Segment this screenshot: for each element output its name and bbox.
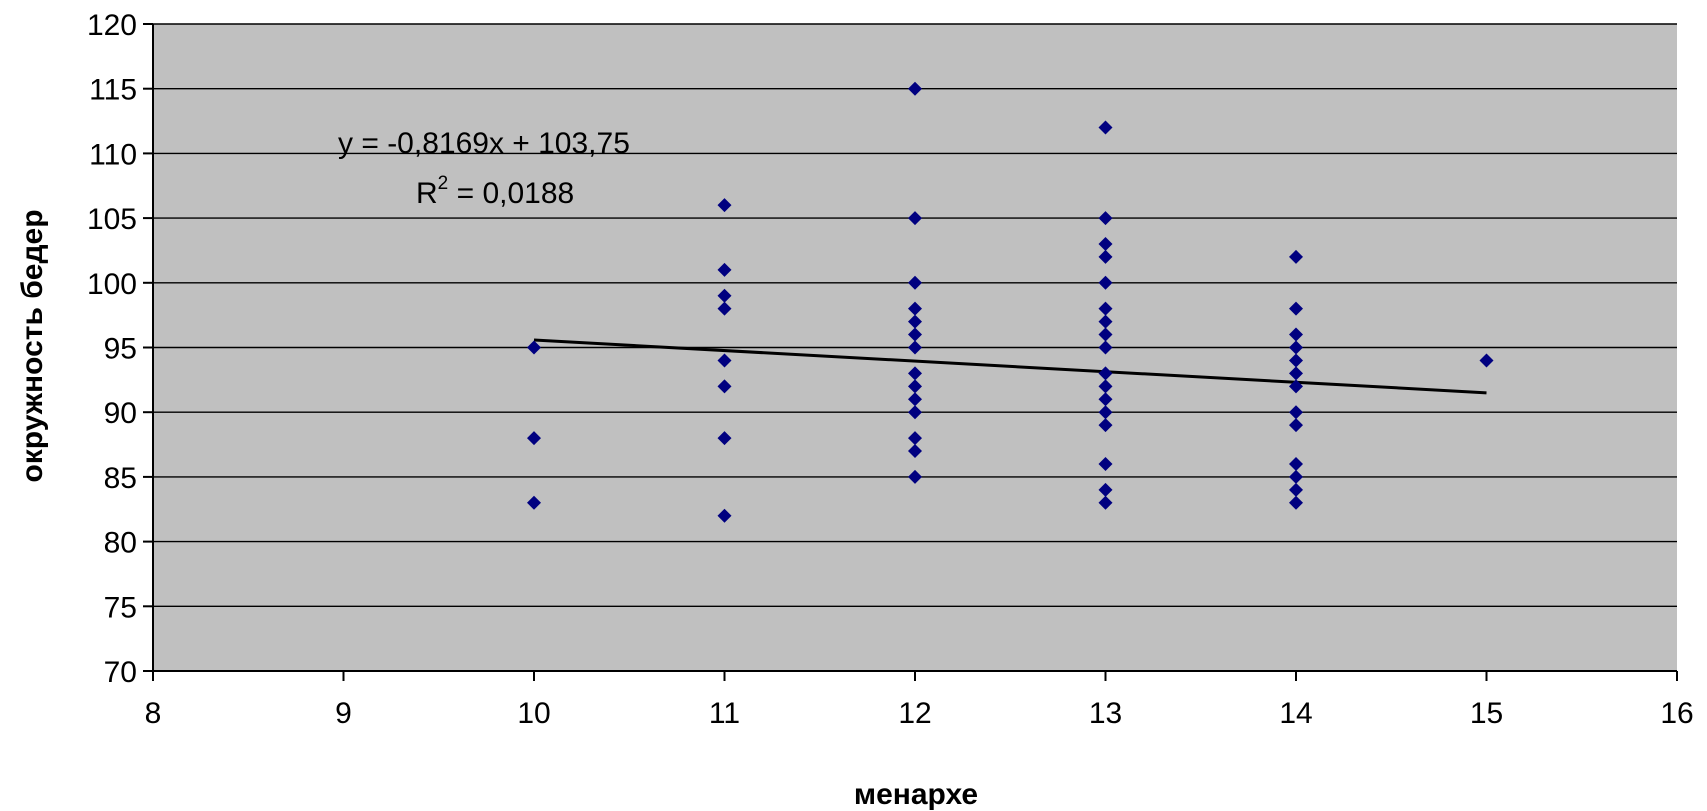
data-point bbox=[1479, 353, 1494, 368]
x-tick-label: 8 bbox=[145, 697, 162, 730]
y-tick-label: 105 bbox=[87, 203, 137, 236]
data-point bbox=[908, 366, 922, 381]
data-point bbox=[908, 327, 922, 342]
y-tick-label: 115 bbox=[89, 74, 137, 107]
data-point bbox=[908, 405, 922, 420]
data-point bbox=[908, 275, 922, 290]
data-point bbox=[1289, 456, 1303, 471]
data-point bbox=[1289, 327, 1303, 342]
data-point bbox=[908, 314, 922, 329]
data-point bbox=[1098, 379, 1113, 394]
x-tick-label: 14 bbox=[1279, 697, 1312, 730]
y-tick-label: 120 bbox=[87, 9, 137, 42]
data-point bbox=[1098, 405, 1113, 420]
data-point bbox=[1098, 418, 1113, 433]
data-point bbox=[908, 340, 922, 355]
trendline bbox=[533, 338, 1487, 395]
data-point bbox=[908, 301, 922, 316]
data-point bbox=[1289, 249, 1303, 264]
data-point bbox=[1098, 236, 1113, 251]
r-squared-exponent: 2 bbox=[438, 173, 449, 194]
x-tick-label: 9 bbox=[335, 697, 352, 730]
data-point bbox=[717, 198, 732, 213]
data-point bbox=[908, 379, 922, 394]
x-tick-label: 15 bbox=[1470, 697, 1503, 730]
y-axis-title: окружность бедер bbox=[16, 209, 49, 482]
y-tick-label: 70 bbox=[104, 656, 137, 689]
data-point bbox=[527, 431, 541, 446]
data-point bbox=[717, 379, 732, 394]
data-point bbox=[1098, 482, 1113, 497]
x-axis-tick-labels: 8 9 10 11 12 13 14 15 16 bbox=[145, 697, 1694, 730]
data-point bbox=[1098, 301, 1113, 316]
x-axis-title: менархе bbox=[854, 778, 978, 811]
y-tick-label: 90 bbox=[104, 397, 137, 430]
x-tick-label: 16 bbox=[1660, 697, 1693, 730]
data-point bbox=[1289, 418, 1303, 433]
data-point bbox=[717, 508, 732, 523]
data-point bbox=[908, 469, 922, 484]
r-squared-prefix: R bbox=[416, 177, 438, 210]
data-point bbox=[1289, 495, 1303, 510]
data-point bbox=[717, 262, 732, 277]
data-point bbox=[1098, 275, 1113, 290]
data-point bbox=[1098, 456, 1113, 471]
data-point bbox=[717, 288, 732, 303]
r-squared-value: = 0,0188 bbox=[448, 177, 574, 210]
data-point bbox=[1289, 366, 1303, 381]
data-point bbox=[908, 81, 922, 96]
data-point bbox=[1098, 314, 1113, 329]
x-tick-label: 13 bbox=[1089, 697, 1122, 730]
y-tick-label: 85 bbox=[104, 462, 137, 495]
data-point bbox=[1098, 366, 1113, 381]
x-tick-label: 11 bbox=[709, 697, 740, 730]
data-point bbox=[717, 301, 732, 316]
y-axis-tick-labels: 70 75 80 85 90 95 100 105 110 115 120 bbox=[87, 9, 137, 689]
data-point bbox=[908, 444, 922, 459]
data-point bbox=[1289, 379, 1303, 394]
data-point bbox=[908, 392, 922, 407]
data-point bbox=[1289, 340, 1303, 355]
trendline-r-squared: R2 = 0,0188 bbox=[416, 173, 574, 210]
x-tick-label: 12 bbox=[898, 697, 931, 730]
trendline-equation: y = -0,8169x + 103,75 bbox=[338, 127, 630, 160]
y-tick-label: 110 bbox=[89, 138, 137, 171]
data-point bbox=[1289, 469, 1303, 484]
data-point bbox=[1098, 120, 1113, 135]
data-point bbox=[1098, 211, 1113, 226]
data-point bbox=[717, 431, 732, 446]
y-tick-label: 100 bbox=[87, 268, 137, 301]
data-point bbox=[1098, 327, 1113, 342]
data-point bbox=[1098, 340, 1113, 355]
y-tick-label: 95 bbox=[104, 333, 137, 366]
data-point bbox=[717, 353, 732, 368]
y-tick-label: 80 bbox=[104, 527, 137, 560]
data-point bbox=[1098, 392, 1113, 407]
data-points bbox=[527, 81, 1494, 523]
data-point bbox=[1098, 249, 1113, 264]
data-point bbox=[1289, 405, 1303, 420]
axes bbox=[143, 23, 1678, 681]
data-point bbox=[527, 340, 541, 355]
data-point bbox=[1098, 495, 1113, 510]
data-point bbox=[527, 495, 541, 510]
data-point bbox=[1289, 353, 1303, 368]
data-point bbox=[908, 431, 922, 446]
y-tick-label: 75 bbox=[104, 591, 137, 624]
x-tick-label: 10 bbox=[517, 697, 550, 730]
data-point bbox=[1289, 482, 1303, 497]
data-point bbox=[1289, 301, 1303, 316]
data-point bbox=[908, 211, 922, 226]
